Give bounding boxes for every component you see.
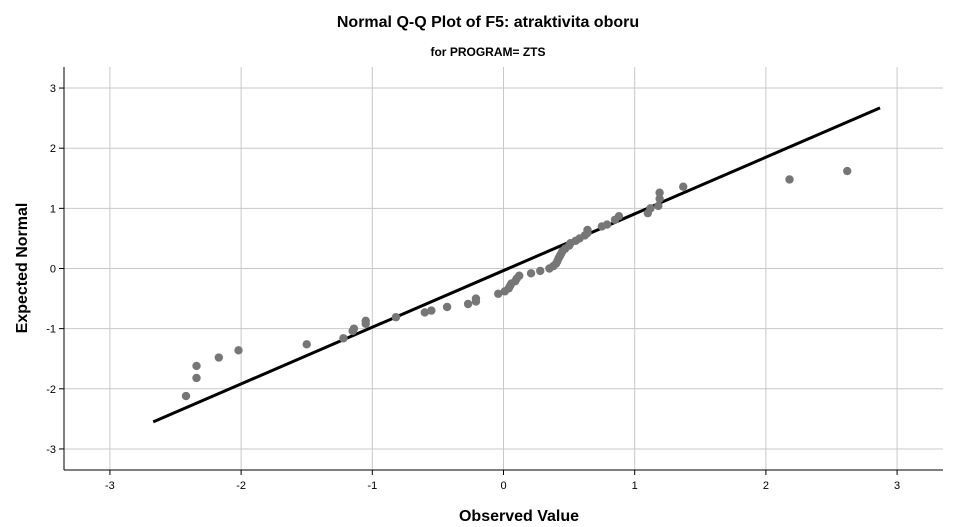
x-tick-label: 2 xyxy=(763,480,769,492)
x-tick-label: 1 xyxy=(632,480,638,492)
data-point xyxy=(536,266,545,276)
chart-subtitle: for PROGRAM= ZTS xyxy=(430,45,545,59)
x-axis-label: Observed Value xyxy=(459,508,579,522)
data-point xyxy=(654,201,663,211)
x-tick-label: -3 xyxy=(105,480,115,492)
data-point xyxy=(602,220,612,229)
chart-title: Normal Q-Q Plot of F5: atraktivita oboru xyxy=(337,14,639,31)
data-point xyxy=(646,204,655,213)
data-point xyxy=(526,269,536,278)
data-point xyxy=(471,294,481,303)
y-tick-label: 3 xyxy=(50,83,56,95)
data-point xyxy=(302,340,311,349)
reference-line xyxy=(152,106,881,424)
x-tick-label: 3 xyxy=(894,480,900,492)
data-point xyxy=(420,308,429,317)
data-point xyxy=(391,313,401,322)
data-point xyxy=(463,299,473,309)
y-tick-label: -3 xyxy=(46,444,56,456)
grid-lines xyxy=(64,67,943,470)
data-point xyxy=(843,166,852,176)
tick-labels: -3 -2 -1 0 1 2 3 -3 -2 -1 0 1 2 3 xyxy=(46,83,900,492)
data-point xyxy=(785,175,794,184)
data-point xyxy=(655,194,664,203)
data-point xyxy=(234,346,243,355)
data-point xyxy=(349,324,359,333)
data-point xyxy=(679,182,688,191)
data-point xyxy=(583,225,592,235)
y-tick-label: -2 xyxy=(46,384,56,396)
y-axis-label: Expected Normal xyxy=(14,203,31,334)
x-tick-label: -1 xyxy=(367,480,377,492)
data-point xyxy=(192,373,201,383)
data-point xyxy=(339,334,348,343)
y-tick-label: 1 xyxy=(50,203,56,215)
y-tick-label: 0 xyxy=(50,264,56,276)
data-point xyxy=(515,271,524,280)
data-point xyxy=(655,188,664,197)
data-point xyxy=(442,302,452,312)
data-point xyxy=(361,316,370,326)
data-points xyxy=(181,166,852,401)
data-point xyxy=(614,211,624,221)
data-point xyxy=(192,361,201,371)
data-point xyxy=(181,391,191,401)
axes xyxy=(59,67,943,475)
data-point xyxy=(214,353,224,362)
data-point xyxy=(494,289,503,298)
x-tick-label: 0 xyxy=(500,480,506,492)
reference-line-group xyxy=(152,106,881,424)
data-point xyxy=(427,306,436,315)
x-tick-label: -2 xyxy=(236,480,246,492)
y-tick-label: 2 xyxy=(50,143,56,155)
y-tick-label: -1 xyxy=(46,324,56,336)
